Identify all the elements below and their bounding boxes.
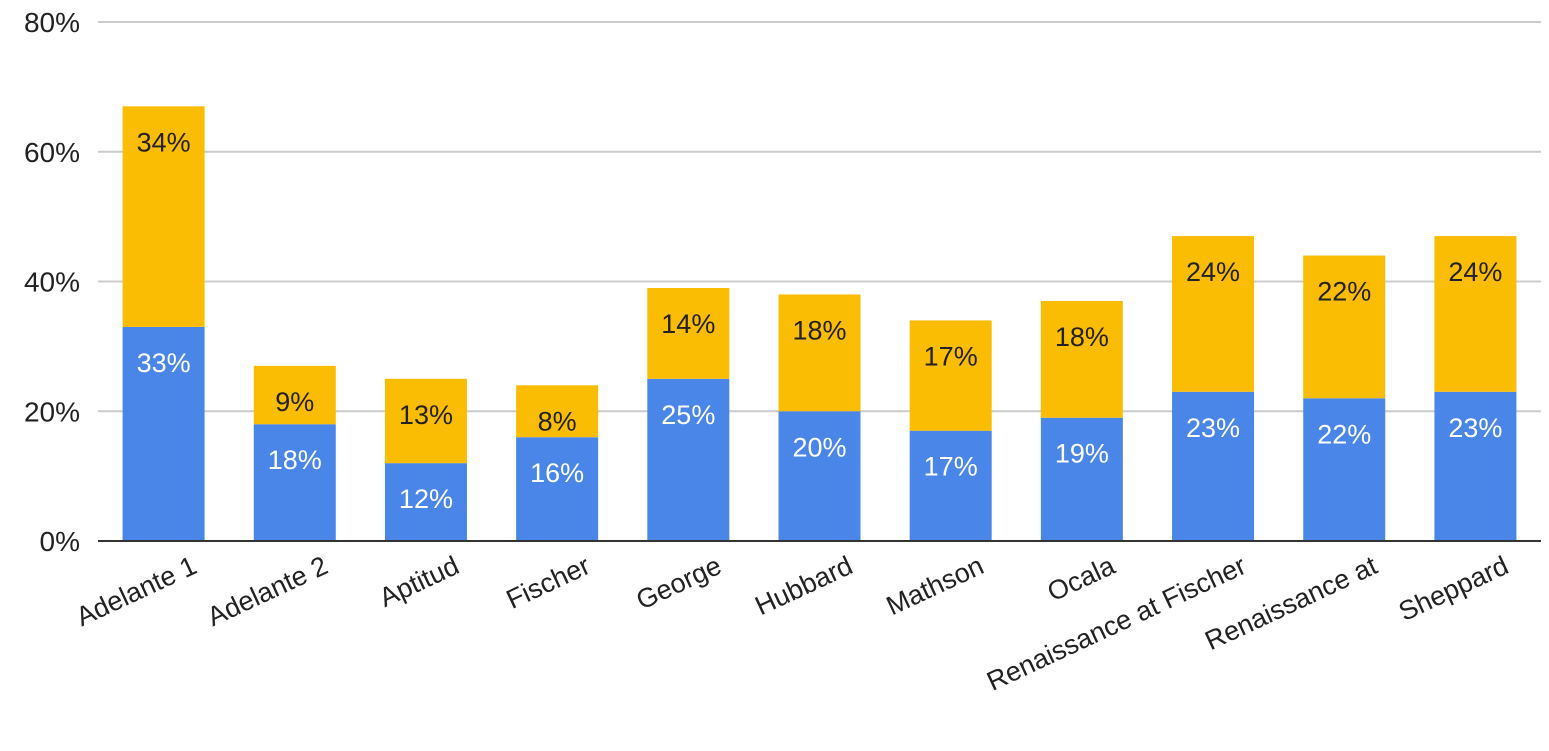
- bar-segment-yellow: [1434, 236, 1517, 392]
- data-labels: 33% 34% 18% 9% 12% 13% 16% 8% 25% 14% 20% 18% 17% 17%…: [137, 127, 1503, 514]
- data-label: 24%: [1448, 257, 1502, 287]
- bar-segment-yellow: [122, 106, 205, 327]
- x-category-label: Mathson: [882, 550, 989, 621]
- y-tick-label: 80%: [24, 7, 80, 38]
- x-category-label: Adelante 1: [71, 550, 201, 632]
- bar-segment-yellow: [1040, 300, 1123, 418]
- x-category-label: Aptitud: [375, 550, 464, 613]
- bar-segment-blue: [1303, 398, 1386, 541]
- bar-segment-yellow: [778, 294, 861, 412]
- bar-segment-yellow: [1172, 236, 1255, 392]
- data-label: 20%: [792, 432, 846, 462]
- data-label: 22%: [1317, 277, 1371, 307]
- x-category-label: Fischer: [502, 550, 595, 615]
- bar-segment-blue: [647, 378, 730, 541]
- bar-segment-yellow: [384, 378, 467, 464]
- data-label: 18%: [792, 315, 846, 345]
- y-tick-label: 60%: [24, 137, 80, 168]
- bar-segment-blue: [122, 326, 205, 541]
- y-tick-label: 0%: [40, 526, 80, 557]
- data-label: 23%: [1448, 413, 1502, 443]
- x-category-label: Ocala: [1043, 550, 1120, 607]
- y-axis-tick-labels: 0% 20% 40% 60% 80%: [24, 7, 80, 557]
- data-label: 33%: [137, 348, 191, 378]
- x-axis-category-labels: Adelante 1 Adelante 2 Aptitud Fischer George…: [71, 550, 1513, 697]
- data-label: 17%: [924, 341, 978, 371]
- bar-segment-yellow: [647, 287, 730, 379]
- data-label: 34%: [137, 127, 191, 157]
- data-label: 18%: [1055, 322, 1109, 352]
- bar-segment-blue: [778, 411, 861, 541]
- data-label: 18%: [268, 445, 322, 475]
- data-label: 24%: [1186, 257, 1240, 287]
- bar-segment-yellow: [516, 385, 599, 438]
- bars: [122, 106, 1517, 541]
- data-label: 22%: [1317, 419, 1371, 449]
- data-label: 25%: [661, 400, 715, 430]
- x-category-label: Sheppard: [1394, 550, 1513, 627]
- data-label: 8%: [538, 406, 577, 436]
- bar-segment-blue: [253, 424, 336, 541]
- data-label: 23%: [1186, 413, 1240, 443]
- data-label: 16%: [530, 458, 584, 488]
- y-tick-label: 40%: [24, 267, 80, 298]
- bar-segment-blue: [1434, 391, 1517, 541]
- bar-segment-yellow: [253, 365, 336, 425]
- data-label: 19%: [1055, 439, 1109, 469]
- bar-segment-blue: [909, 430, 992, 541]
- x-category-label: George: [632, 550, 726, 615]
- bar-segment-blue: [384, 463, 467, 541]
- data-label: 9%: [275, 387, 314, 417]
- data-label: 12%: [399, 484, 453, 514]
- bar-segment-blue: [1172, 391, 1255, 541]
- data-label: 17%: [924, 452, 978, 482]
- bar-segment-yellow: [909, 320, 992, 431]
- bar-segment-blue: [1040, 417, 1123, 541]
- data-label: 14%: [661, 309, 715, 339]
- x-category-label: Adelante 2: [203, 550, 333, 632]
- data-label: 13%: [399, 400, 453, 430]
- x-category-label: Hubbard: [750, 550, 857, 621]
- bar-segment-yellow: [1303, 255, 1386, 399]
- bar-segment-blue: [516, 437, 599, 541]
- y-tick-label: 20%: [24, 396, 80, 427]
